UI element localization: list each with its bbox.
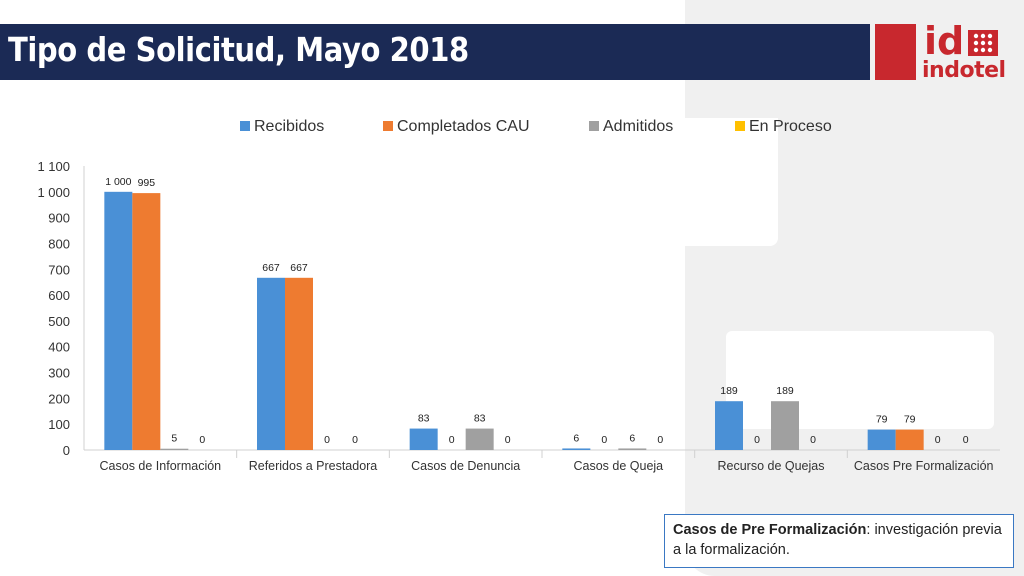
indotel-logo-icon: id [924, 20, 998, 63]
data-label: 0 [449, 434, 455, 446]
definition-note: Casos de Pre Formalización: investigació… [664, 514, 1014, 568]
bar [132, 193, 161, 450]
y-tick-label: 500 [48, 314, 70, 329]
y-tick-label: 900 [48, 211, 70, 226]
x-tick-label: Casos Pre Formalización [854, 459, 994, 473]
x-tick-label: Casos de Información [100, 459, 222, 473]
legend-swatch [735, 121, 745, 131]
data-label: 6 [629, 432, 635, 444]
bar [867, 429, 896, 450]
bar [160, 448, 189, 450]
data-label: 0 [810, 434, 816, 446]
bar [895, 429, 924, 450]
data-label: 0 [754, 434, 760, 446]
data-label: 0 [199, 434, 205, 446]
y-tick-label: 1 000 [37, 185, 70, 200]
logo-red-block [875, 24, 916, 80]
data-label: 5 [171, 433, 177, 445]
legend-swatch [589, 121, 599, 131]
x-tick-label: Referidos a Prestadora [249, 459, 378, 473]
background-cutout [726, 331, 994, 429]
bar [285, 277, 313, 450]
data-label: 79 [904, 414, 916, 426]
y-tick-label: 0 [63, 443, 70, 458]
background-panel [685, 0, 1024, 576]
x-tick-label: Casos de Denuncia [411, 459, 520, 473]
data-label: 0 [352, 434, 358, 446]
data-label: 0 [657, 434, 663, 446]
data-label: 79 [876, 414, 888, 426]
note-term: Casos de Pre Formalización [673, 522, 867, 538]
bar [771, 401, 799, 450]
data-label: 667 [262, 262, 280, 274]
data-label: 0 [963, 434, 969, 446]
data-label: 0 [601, 434, 607, 446]
bar [618, 448, 647, 450]
logo-text: indotel [922, 58, 1006, 83]
y-tick-label: 800 [48, 236, 70, 251]
data-label: 189 [776, 385, 794, 397]
x-tick-label: Recurso de Quejas [717, 459, 824, 473]
bar [257, 277, 285, 450]
bar [562, 448, 591, 450]
data-label: 0 [935, 434, 941, 446]
data-label: 995 [138, 177, 156, 189]
legend-swatch [240, 121, 250, 131]
legend-label: Completados CAU [397, 118, 530, 135]
note-text: : investigación previa a la formalizació… [673, 522, 1002, 558]
data-label: 189 [720, 385, 738, 397]
page-title: Tipo de Solicitud, Mayo 2018 [8, 30, 469, 69]
y-tick-label: 300 [48, 366, 70, 381]
y-tick-label: 1 100 [37, 159, 70, 174]
bar [409, 428, 438, 450]
x-tick-label: Casos de Queja [574, 459, 664, 473]
data-label: 667 [290, 262, 308, 274]
y-tick-label: 200 [48, 391, 70, 406]
logo-mark-text: id [924, 20, 964, 63]
bar [104, 191, 133, 450]
data-label: 83 [418, 413, 430, 425]
title-bar [0, 24, 870, 80]
y-tick-label: 600 [48, 288, 70, 303]
legend-swatch [383, 121, 393, 131]
bar [465, 428, 494, 450]
y-tick-label: 700 [48, 262, 70, 277]
legend-label: Admitidos [603, 118, 673, 135]
bar [715, 401, 743, 450]
data-label: 6 [573, 432, 579, 444]
data-label: 1 000 [105, 176, 131, 188]
legend-label: Recibidos [254, 118, 324, 135]
y-tick-label: 100 [48, 417, 70, 432]
data-label: 0 [324, 434, 330, 446]
data-label: 0 [505, 434, 511, 446]
y-tick-label: 400 [48, 340, 70, 355]
legend-label: En Proceso [749, 118, 832, 135]
background-cutout [660, 118, 778, 246]
data-label: 83 [474, 413, 486, 425]
